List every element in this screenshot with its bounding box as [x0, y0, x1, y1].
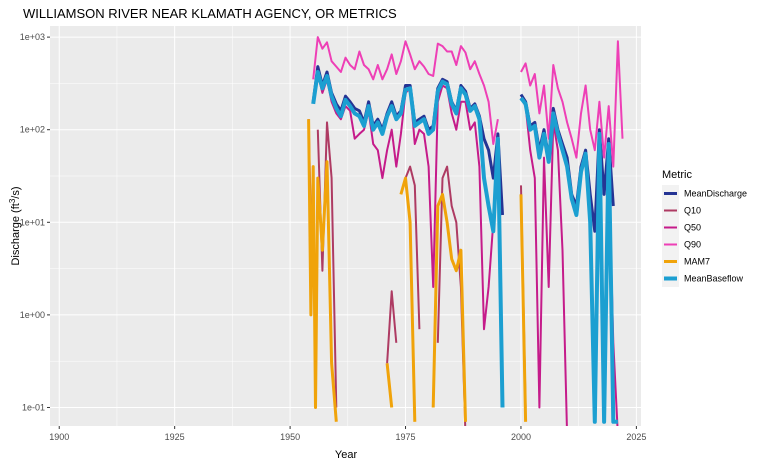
x-tick-label: 2000 — [511, 432, 531, 442]
x-axis-label: Year — [335, 449, 358, 461]
legend-label-meandischarge: MeanDischarge — [684, 189, 747, 199]
series-line-mam7 — [307, 119, 528, 422]
y-tick-label: 1e-01 — [22, 402, 45, 412]
legend: Metric MeanDischarge Q10 Q50 Q90 MAM7 MeanBas… — [662, 169, 747, 287]
y-tick-label: 1e+00 — [20, 310, 45, 320]
legend-label-meanbaseflow: MeanBaseflow — [684, 274, 744, 284]
y-tick-label: 1e+01 — [20, 217, 45, 227]
x-tick-label: 1900 — [49, 432, 69, 442]
y-axis-label-tail: /s) — [10, 186, 22, 198]
x-axis-ticks: 1900 1925 1950 1975 2000 2025 — [49, 426, 646, 442]
y-tick-label: 1e+03 — [20, 32, 45, 42]
y-axis-label-sup: 3 — [8, 198, 17, 203]
legend-label-q90: Q90 — [684, 240, 701, 250]
y-tick-label: 1e+02 — [20, 125, 45, 135]
legend-label-mam7: MAM7 — [684, 257, 710, 267]
legend-label-q50: Q50 — [684, 223, 701, 233]
chart-title: WILLIAMSON RIVER NEAR KLAMATH AGENCY, OR… — [23, 6, 397, 21]
y-axis-label-main: Discharge (ft — [10, 203, 22, 265]
series-lines — [307, 36, 624, 426]
x-tick-label: 1950 — [280, 432, 300, 442]
series-line-q90 — [312, 36, 624, 168]
legend-title: Metric — [662, 169, 692, 181]
y-axis-label: Discharge (ft3/s) — [8, 186, 23, 265]
series-line-meanbaseflow — [311, 70, 618, 424]
y-axis-ticks: 1e-01 1e+00 1e+01 1e+02 1e+03 — [20, 32, 50, 412]
x-tick-label: 1925 — [165, 432, 185, 442]
x-tick-label: 2025 — [626, 432, 646, 442]
x-tick-label: 1975 — [396, 432, 416, 442]
legend-label-q10: Q10 — [684, 206, 701, 216]
